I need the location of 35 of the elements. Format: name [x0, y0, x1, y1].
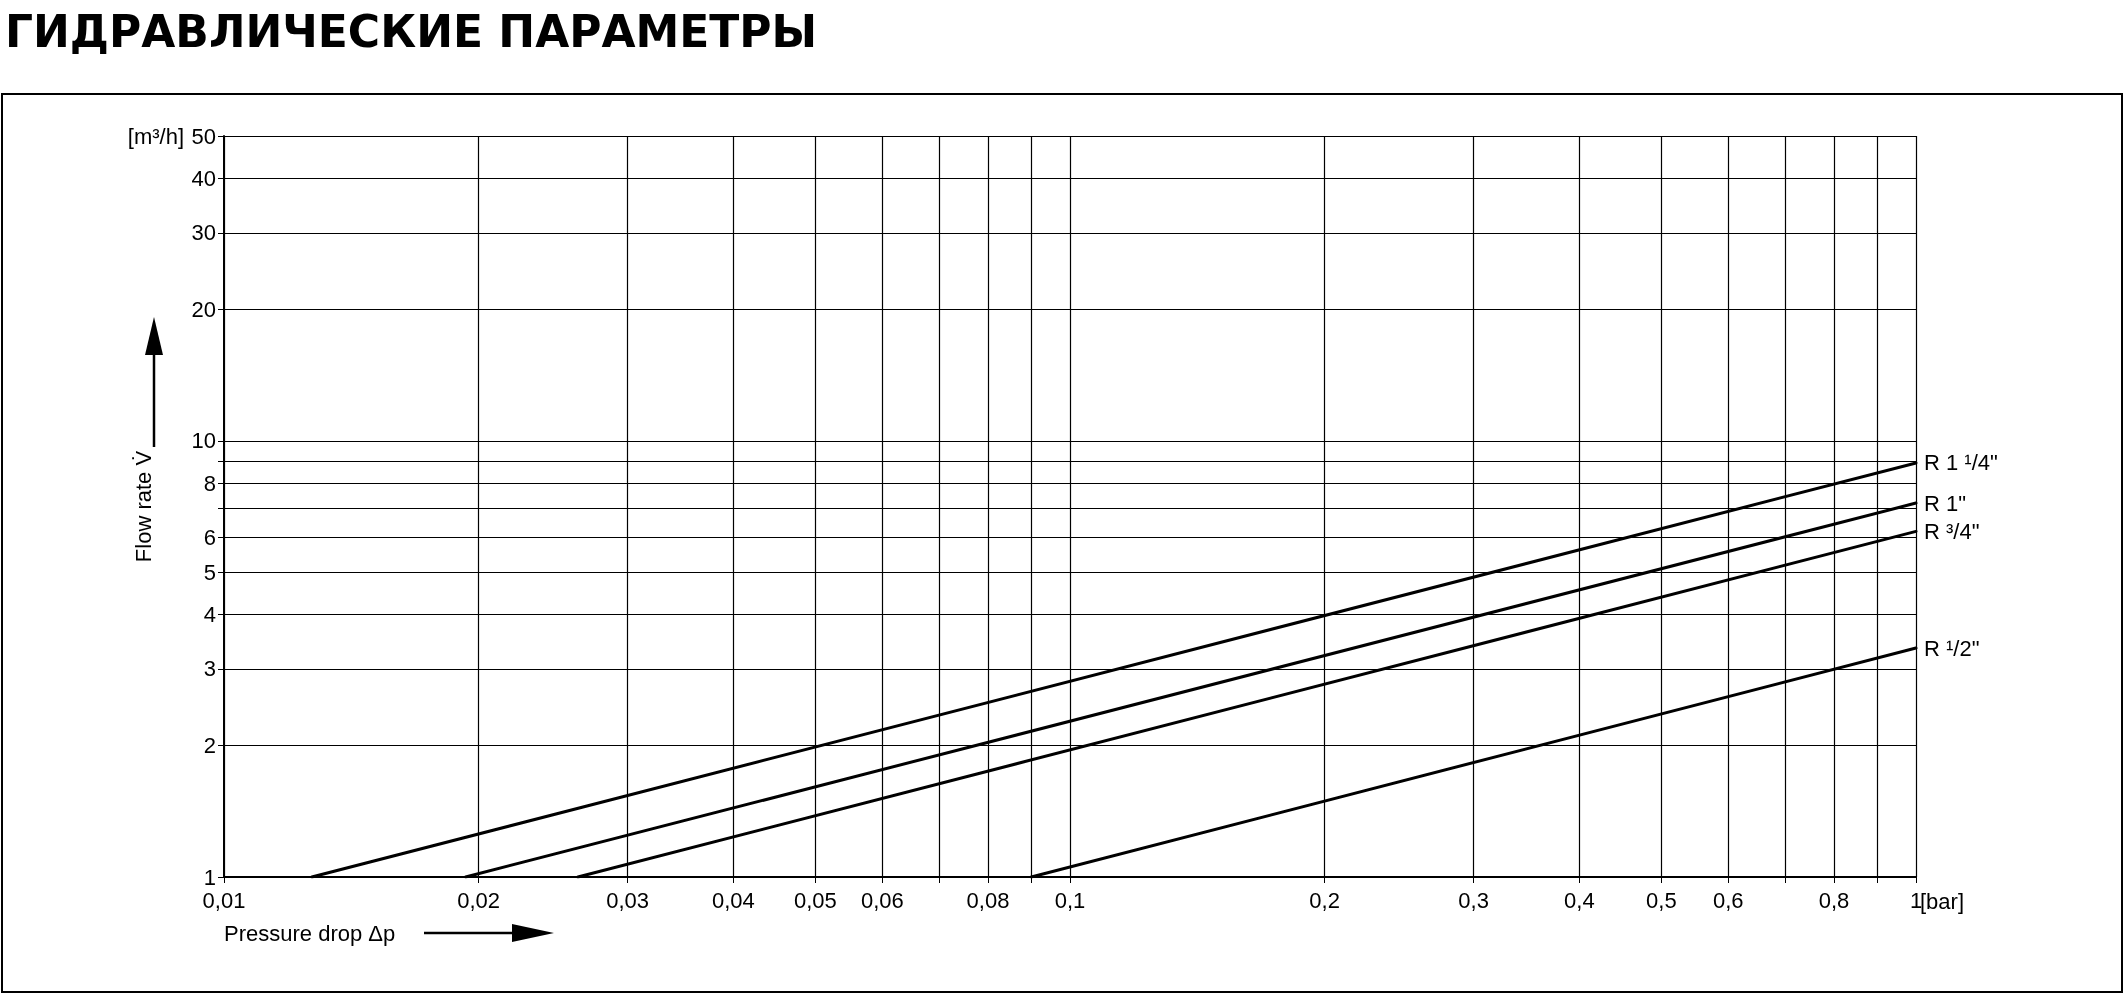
- x-tick-label: 0,4: [1564, 887, 1595, 913]
- y-tick-label: 5: [203, 559, 216, 585]
- x-tick-label: 0,08: [966, 887, 1010, 913]
- text: [m³/h]: [127, 123, 184, 149]
- chart-title: ГИДРАВЛИЧЕСКИЕ ПАРАМЕТРЫ: [5, 5, 818, 57]
- y-tick-label: 20: [191, 297, 216, 323]
- x-axis-title: Pressure drop Δp: [224, 920, 396, 946]
- series-label: R 1": [1924, 490, 1967, 516]
- text: [bar]: [1920, 888, 1965, 914]
- y-tick-label: 4: [203, 601, 216, 627]
- x-tick-label: 0,5: [1646, 887, 1677, 913]
- x-tick-label: 0,02: [457, 887, 501, 913]
- y-tick-label: 1: [203, 864, 216, 890]
- x-tick-label: 0,05: [793, 887, 837, 913]
- x-tick-label: 0,6: [1713, 887, 1744, 913]
- series-label: R 1 ¹/4": [1924, 450, 1998, 476]
- x-tick-label: 0,2: [1309, 887, 1340, 913]
- y-tick-label: 10: [191, 428, 216, 454]
- y-tick-label: 40: [191, 165, 216, 191]
- x-tick-label: 0,3: [1458, 887, 1489, 913]
- y-tick-label: 3: [203, 656, 216, 682]
- y-tick-label: 30: [191, 220, 216, 246]
- y-axis-title: Flow rate V̇: [130, 450, 156, 563]
- series-label: R ³/4": [1924, 518, 1980, 544]
- y-tick-label: 50: [191, 123, 216, 149]
- y-tick-label: 2: [203, 733, 216, 759]
- y-tick-label: 6: [203, 525, 216, 551]
- x-tick-label: 0,1: [1054, 887, 1086, 913]
- x-tick-label: 0,8: [1818, 887, 1850, 913]
- x-tick-label: 0,03: [606, 887, 650, 913]
- x-tick-label: 0,06: [860, 887, 904, 913]
- x-tick-label: 0,01: [202, 887, 246, 913]
- y-tick-label: 8: [203, 470, 216, 496]
- series-label: R ¹/2": [1924, 635, 1980, 661]
- x-tick-label: 0,04: [711, 887, 755, 913]
